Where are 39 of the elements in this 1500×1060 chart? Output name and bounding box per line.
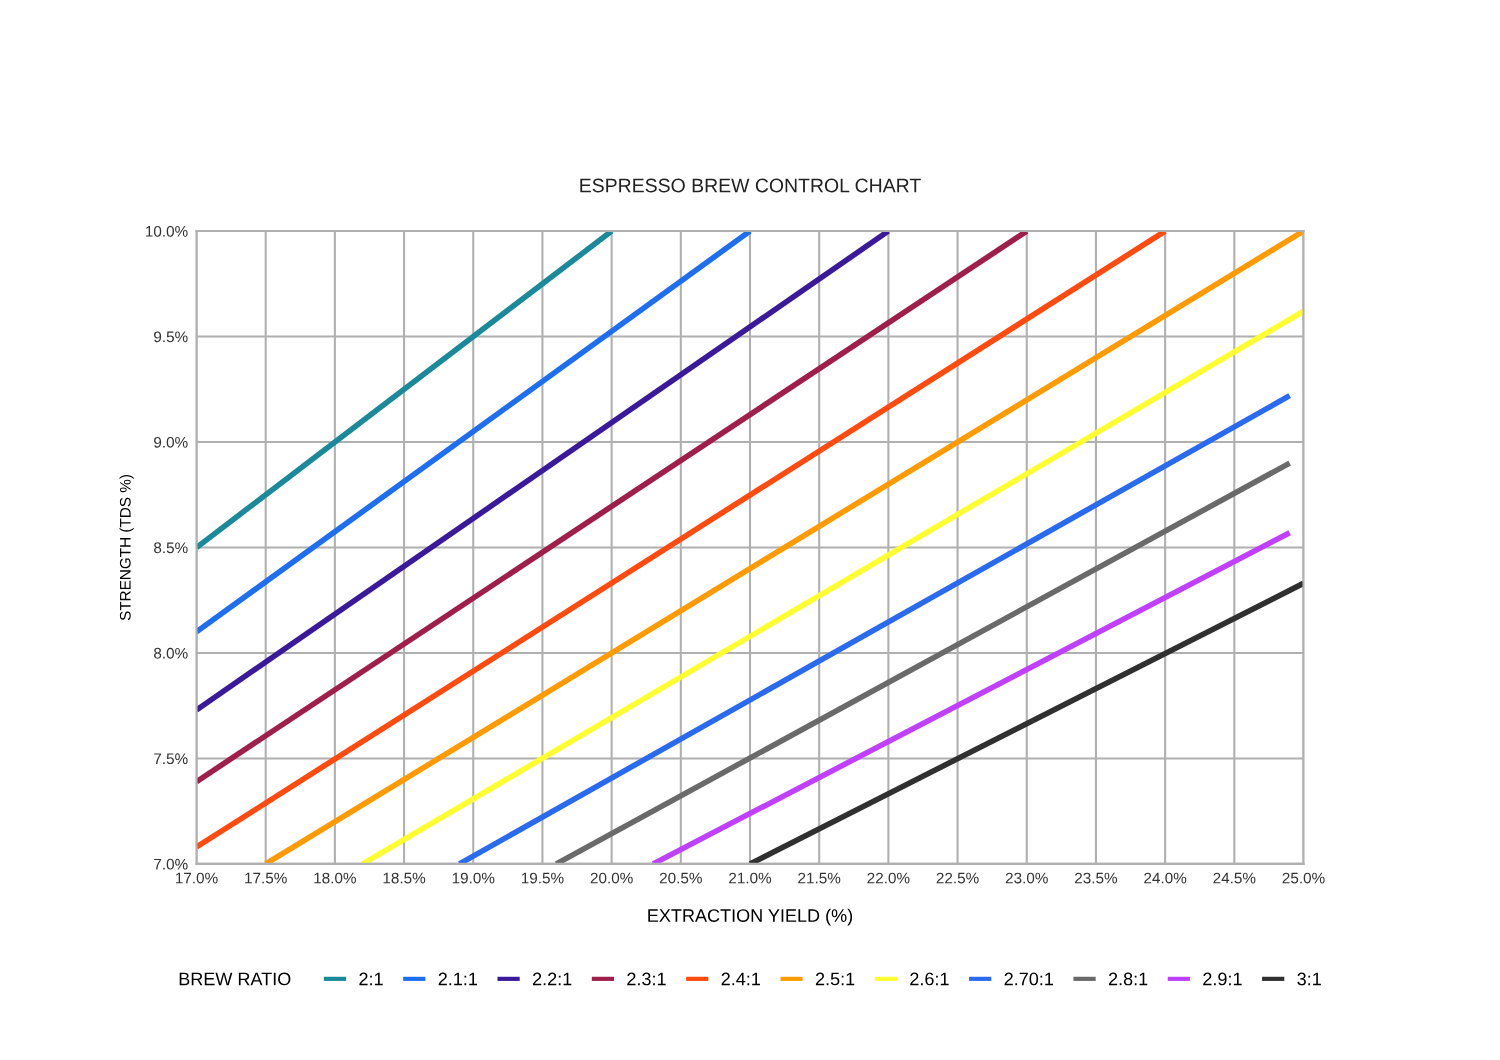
x-tick-label: 23.5%: [1075, 872, 1118, 884]
y-tick-label: 9.5%: [154, 331, 188, 343]
x-tick-label: 24.0%: [1144, 872, 1187, 884]
legend-label: 2.4:1: [721, 972, 760, 986]
y-tick-label: 7.5%: [154, 753, 188, 765]
x-tick-label: 22.5%: [936, 872, 979, 884]
chart-title: ESPRESSO BREW CONTROL CHART: [580, 178, 921, 193]
legend-label: 2.3:1: [627, 972, 666, 986]
legend-label: 2.2:1: [532, 972, 572, 986]
legend-title: BREW RATIO: [179, 972, 291, 986]
legend-label: 2:1: [359, 972, 383, 986]
x-tick-label: 22.0%: [867, 872, 910, 884]
y-tick-label: 7.0%: [154, 858, 188, 870]
x-tick-label: 17.0%: [176, 872, 218, 884]
x-tick-label: 24.5%: [1213, 872, 1256, 884]
y-tick-label: 8.5%: [154, 542, 188, 554]
y-tick-label: 10.0%: [146, 225, 188, 237]
legend-label: 2.70:1: [1004, 972, 1053, 986]
x-axis-title: EXTRACTION YIELD (%): [648, 908, 853, 926]
x-tick-label: 19.5%: [521, 872, 564, 884]
y-tick-label: 9.0%: [154, 436, 188, 448]
legend-label: 2.5:1: [815, 972, 855, 986]
x-tick-label: 18.0%: [314, 872, 356, 884]
x-tick-label: 23.0%: [1005, 872, 1048, 884]
legend-label: 2.6:1: [910, 972, 949, 986]
legend-label: 3:1: [1297, 972, 1321, 986]
x-tick-label: 19.0%: [452, 872, 495, 884]
x-tick-label: 20.0%: [590, 872, 633, 884]
x-tick-label: 21.5%: [798, 872, 841, 884]
x-tick-label: 21.0%: [729, 872, 772, 884]
y-axis-title: STRENGTH (TDS %): [119, 475, 134, 621]
x-tick-label: 17.5%: [245, 872, 287, 884]
x-tick-label: 18.5%: [383, 872, 426, 884]
legend-label: 2.8:1: [1108, 972, 1148, 986]
x-tick-label: 25.0%: [1282, 872, 1325, 884]
y-tick-label: 8.0%: [154, 647, 188, 659]
legend-label: 2.9:1: [1203, 972, 1242, 986]
legend-label: 2.1:1: [438, 972, 478, 986]
x-tick-label: 20.5%: [659, 872, 702, 884]
